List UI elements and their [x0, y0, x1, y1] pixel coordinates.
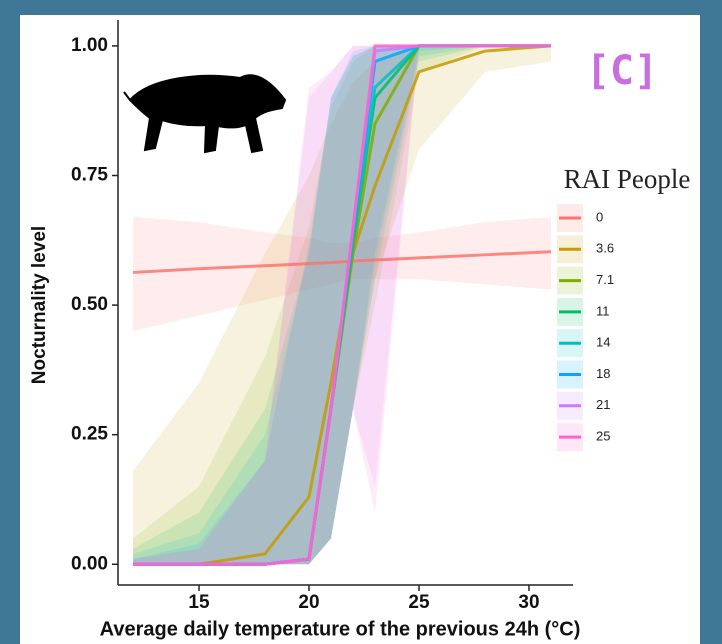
y-axis-label: Nocturnality level	[29, 226, 50, 384]
legend-label: 14	[596, 335, 610, 350]
x-axis-label: Average daily temperature of the previou…	[100, 618, 581, 640]
legend-label: 0	[596, 209, 603, 224]
x-tick-label: 30	[518, 592, 539, 613]
y-tick-label: 0.00	[71, 553, 108, 574]
legend-label: 11	[596, 303, 610, 318]
legend-label: 21	[596, 397, 610, 412]
legend-label: 3.6	[596, 241, 614, 256]
panel-label: [C]	[586, 48, 658, 94]
y-tick-label: 0.25	[71, 424, 108, 445]
x-tick-label: 15	[188, 592, 210, 613]
y-tick-label: 0.50	[71, 294, 108, 315]
y-tick-label: 1.00	[71, 35, 108, 56]
legend-title: RAI People	[564, 164, 691, 194]
legend-label: 18	[596, 366, 610, 381]
page: [C] RAI People Average daily temperature…	[0, 0, 722, 644]
y-tick-label: 0.75	[71, 165, 108, 186]
x-tick-label: 25	[408, 592, 430, 613]
chart: [C] RAI People Average daily temperature…	[0, 0, 722, 644]
boar-silhouette	[124, 75, 285, 152]
legend-label: 7.1	[596, 272, 614, 287]
legend-label: 25	[596, 429, 610, 444]
x-tick-label: 20	[298, 592, 319, 613]
